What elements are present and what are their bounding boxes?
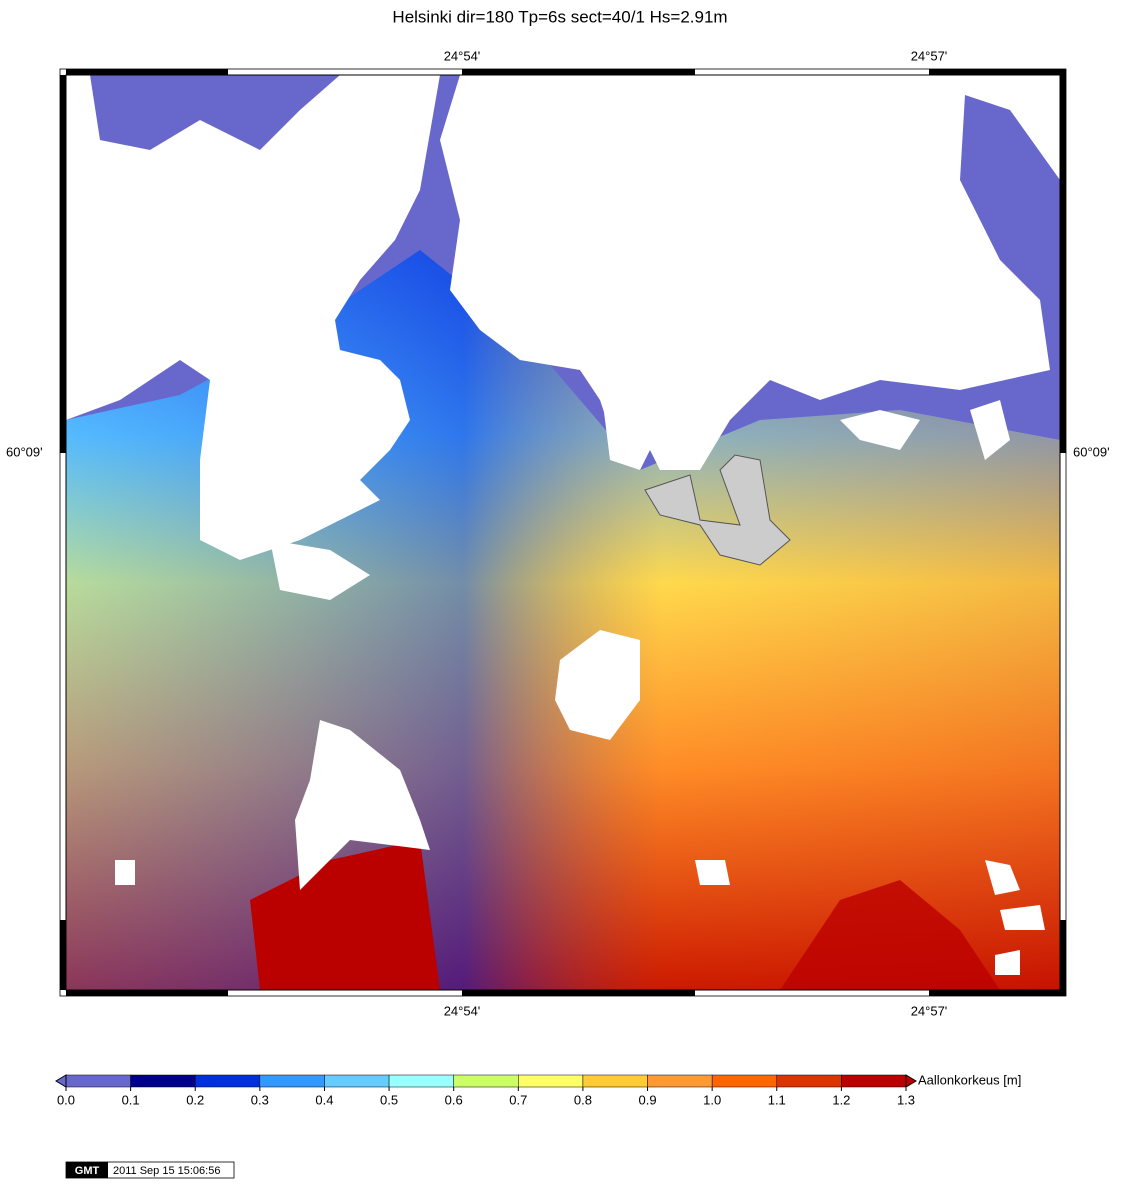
land [66,75,1060,975]
colorbar-segment [388,1074,454,1088]
colorbar-tick-label: 0.9 [638,1092,656,1107]
map-area [65,74,1061,991]
colorbar-tick-label: 0.8 [574,1092,592,1107]
colorbar-segment [776,1074,842,1088]
colorbar-tick-label: 0.1 [122,1092,140,1107]
lon-label: 24°54' [444,1003,481,1018]
colorbar-tick-label: 0.0 [57,1092,75,1107]
colorbar-segment [130,1074,196,1088]
colorbar-segment [841,1074,907,1088]
high-wave-zone [250,840,440,990]
colorbar-tick-label: 0.5 [380,1092,398,1107]
colorbar-tick-label: 1.0 [703,1092,721,1107]
colorbar-segment [647,1074,713,1088]
gmt-logo: GMT [75,1165,100,1177]
colorbar-segment [324,1074,390,1088]
colorbar-under [55,1074,67,1088]
gmt-stamp: GMT 2011 Sep 15 15:06:56 [65,1161,235,1179]
high-wave-zone [780,880,1000,990]
colorbar-tick-label: 0.3 [251,1092,269,1107]
timestamp: 2011 Sep 15 15:06:56 [113,1165,220,1177]
colorbar-segment [711,1074,778,1088]
colorbar-tick-label: 0.2 [186,1092,204,1107]
lon-label: 24°57' [911,48,948,63]
colorbar-tick-label: 0.4 [315,1092,333,1107]
colorbar: 0.0 0.1 0.2 0.3 0.4 0.5 0.6 0.7 0.8 0.9 1.0 1.1 1.2 1… [55,1074,917,1107]
lat-label: 60°09' [1073,444,1110,459]
colorbar-tick-label: 1.3 [897,1092,915,1107]
harbour-structure [644,454,791,566]
colorbar-tick-label: 1.1 [768,1092,786,1107]
colorbar-segment [453,1074,519,1088]
colorbar-segment [194,1074,261,1088]
colorbar-tick-label: 0.6 [445,1092,463,1107]
map-title: Helsinki dir=180 Tp=6s sect=40/1 Hs=2.91… [392,7,727,26]
colorbar-segment [259,1074,325,1088]
lon-label: 24°57' [911,1003,948,1018]
lat-label: 60°09' [6,444,43,459]
colorbar-segment [582,1074,648,1088]
lon-label: 24°54' [444,48,481,63]
colorbar-over [905,1074,917,1088]
colorbar-tick-label: 1.2 [832,1092,850,1107]
colorbar-segment [65,1074,131,1088]
colorbar-segment [518,1074,584,1088]
frame-ticks [59,68,1067,997]
colorbar-label: Aallonkorkeus [m] [918,1072,1021,1087]
colorbar-tick-label: 0.7 [509,1092,527,1107]
